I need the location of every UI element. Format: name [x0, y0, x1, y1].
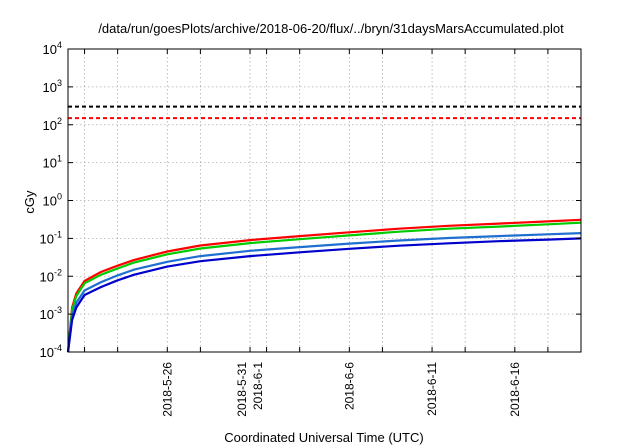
y-tick-label: 10-4: [40, 343, 62, 360]
x-axis-label: Coordinated Universal Time (UTC): [224, 430, 423, 445]
threshold-lines: [68, 105, 581, 120]
y-tick-label: 103: [43, 78, 62, 95]
y-tick-label: 100: [43, 192, 62, 209]
y-tick-label: 101: [43, 154, 62, 171]
x-axis: 2018-5-26 2018-5-31 2018-6-1 2018-6-6 2018-6…: [84, 49, 549, 417]
grid: [68, 49, 581, 352]
y-axis: 10-4 10-3 10-2 10-1 100 101 102 103 104: [40, 40, 581, 360]
x-tick-label: 2018-6-1: [251, 362, 265, 410]
chart-title: /data/run/goesPlots/archive/2018-06-20/f…: [98, 21, 564, 36]
y-axis-label: cGy: [22, 190, 37, 214]
x-tick-label: 2018-6-11: [425, 362, 439, 416]
series-line: [66, 218, 582, 353]
series-line: [66, 237, 582, 353]
y-tick-label: 10-3: [40, 305, 62, 322]
series-line: [66, 221, 582, 353]
x-tick-label: 2018-5-31: [235, 362, 249, 417]
x-tick-label: 2018-5-26: [160, 362, 174, 417]
data-series: [66, 218, 582, 353]
y-tick-label: 10-1: [40, 229, 62, 246]
y-tick-label: 102: [43, 116, 62, 133]
x-tick-label: 2018-6-16: [508, 362, 522, 417]
series-line: [66, 232, 582, 353]
y-tick-label: 104: [43, 40, 62, 57]
y-tick-label: 10-2: [40, 267, 62, 284]
x-tick-label: 2018-6-6: [342, 362, 356, 410]
